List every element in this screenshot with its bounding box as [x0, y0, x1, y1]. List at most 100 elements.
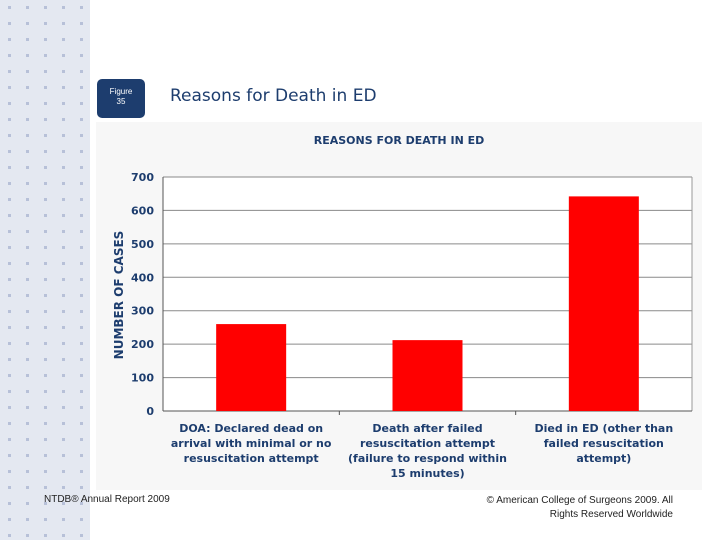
decor-dot [8, 230, 11, 233]
decor-dot [44, 214, 47, 217]
decor-dot [44, 374, 47, 377]
decor-dot [62, 390, 65, 393]
y-tick-label: 100 [131, 372, 154, 385]
decor-dot [26, 86, 29, 89]
decor-dot [44, 294, 47, 297]
decor-dot [44, 6, 47, 9]
decor-dot [26, 150, 29, 153]
decor-dot [26, 310, 29, 313]
decor-dot [80, 294, 83, 297]
decor-dot [80, 214, 83, 217]
decor-dot [80, 166, 83, 169]
decor-dot [80, 358, 83, 361]
decor-dot [26, 486, 29, 489]
decor-dot [26, 198, 29, 201]
decor-dot [80, 262, 83, 265]
decor-dot [8, 38, 11, 41]
decor-dot [62, 422, 65, 425]
decor-dot [26, 182, 29, 185]
bar [392, 340, 463, 411]
decor-dot [44, 470, 47, 473]
decor-dot [62, 230, 65, 233]
decor-dot [62, 22, 65, 25]
decor-dot [44, 54, 47, 57]
decor-dot [44, 486, 47, 489]
decor-dot [26, 534, 29, 537]
decor-dot [8, 118, 11, 121]
decor-dot [62, 262, 65, 265]
decor-dot [44, 518, 47, 521]
decor-dot [44, 198, 47, 201]
decor-dot [8, 278, 11, 281]
decor-dot [26, 278, 29, 281]
decor-dot [8, 534, 11, 537]
decor-dot [26, 390, 29, 393]
decor-dot [8, 262, 11, 265]
decor-dot [80, 422, 83, 425]
decor-dot [26, 422, 29, 425]
decor-dot [44, 278, 47, 281]
decor-dot [44, 246, 47, 249]
decor-dot [8, 326, 11, 329]
decor-dot [62, 166, 65, 169]
decor-dot [8, 6, 11, 9]
decor-dot [8, 406, 11, 409]
decor-dot [80, 454, 83, 457]
decor-dot [80, 6, 83, 9]
decor-dot [8, 470, 11, 473]
decor-dot [44, 182, 47, 185]
decor-dot [44, 502, 47, 505]
decor-dot [80, 310, 83, 313]
y-tick-label: 200 [131, 338, 154, 351]
decor-dot [80, 406, 83, 409]
decor-dot [44, 230, 47, 233]
decor-dot [44, 310, 47, 313]
decor-dot [26, 38, 29, 41]
decor-dot [26, 454, 29, 457]
decor-dot [62, 374, 65, 377]
decor-dot [26, 406, 29, 409]
y-tick-label: 400 [131, 271, 154, 284]
decor-dot [62, 518, 65, 521]
figure-number: 35 [116, 97, 126, 106]
decor-dot [44, 358, 47, 361]
decor-dot [8, 134, 11, 137]
decor-dot [44, 422, 47, 425]
decor-dot [8, 358, 11, 361]
decor-dot [62, 70, 65, 73]
decor-dot [8, 246, 11, 249]
decor-dot [26, 54, 29, 57]
bar [568, 196, 639, 411]
decor-dot [80, 486, 83, 489]
decor-dot [26, 294, 29, 297]
decor-dot [62, 502, 65, 505]
decor-dot [80, 38, 83, 41]
decor-dot [44, 118, 47, 121]
decor-dot [8, 374, 11, 377]
decor-dot [44, 454, 47, 457]
decor-dot [80, 54, 83, 57]
decor-dot [44, 406, 47, 409]
decor-dot [44, 342, 47, 345]
y-tick-label: 600 [131, 204, 154, 217]
decor-dot [80, 86, 83, 89]
decor-dot [8, 150, 11, 153]
decor-dot [8, 486, 11, 489]
decor-dot [80, 102, 83, 105]
decor-dot [62, 38, 65, 41]
decor-dot [80, 150, 83, 153]
decor-dot [8, 454, 11, 457]
decor-dot [8, 310, 11, 313]
decor-dot [26, 358, 29, 361]
decor-dot [62, 150, 65, 153]
y-tick-label: 300 [131, 305, 154, 318]
footer-report-name: NTDB® Annual Report 2009 [44, 494, 170, 505]
decor-dot [62, 182, 65, 185]
decor-dot [8, 502, 11, 505]
decor-dot [26, 134, 29, 137]
figure-label: Figure [109, 87, 133, 96]
decor-dot [62, 6, 65, 9]
decor-dot [62, 118, 65, 121]
decor-dot [62, 134, 65, 137]
